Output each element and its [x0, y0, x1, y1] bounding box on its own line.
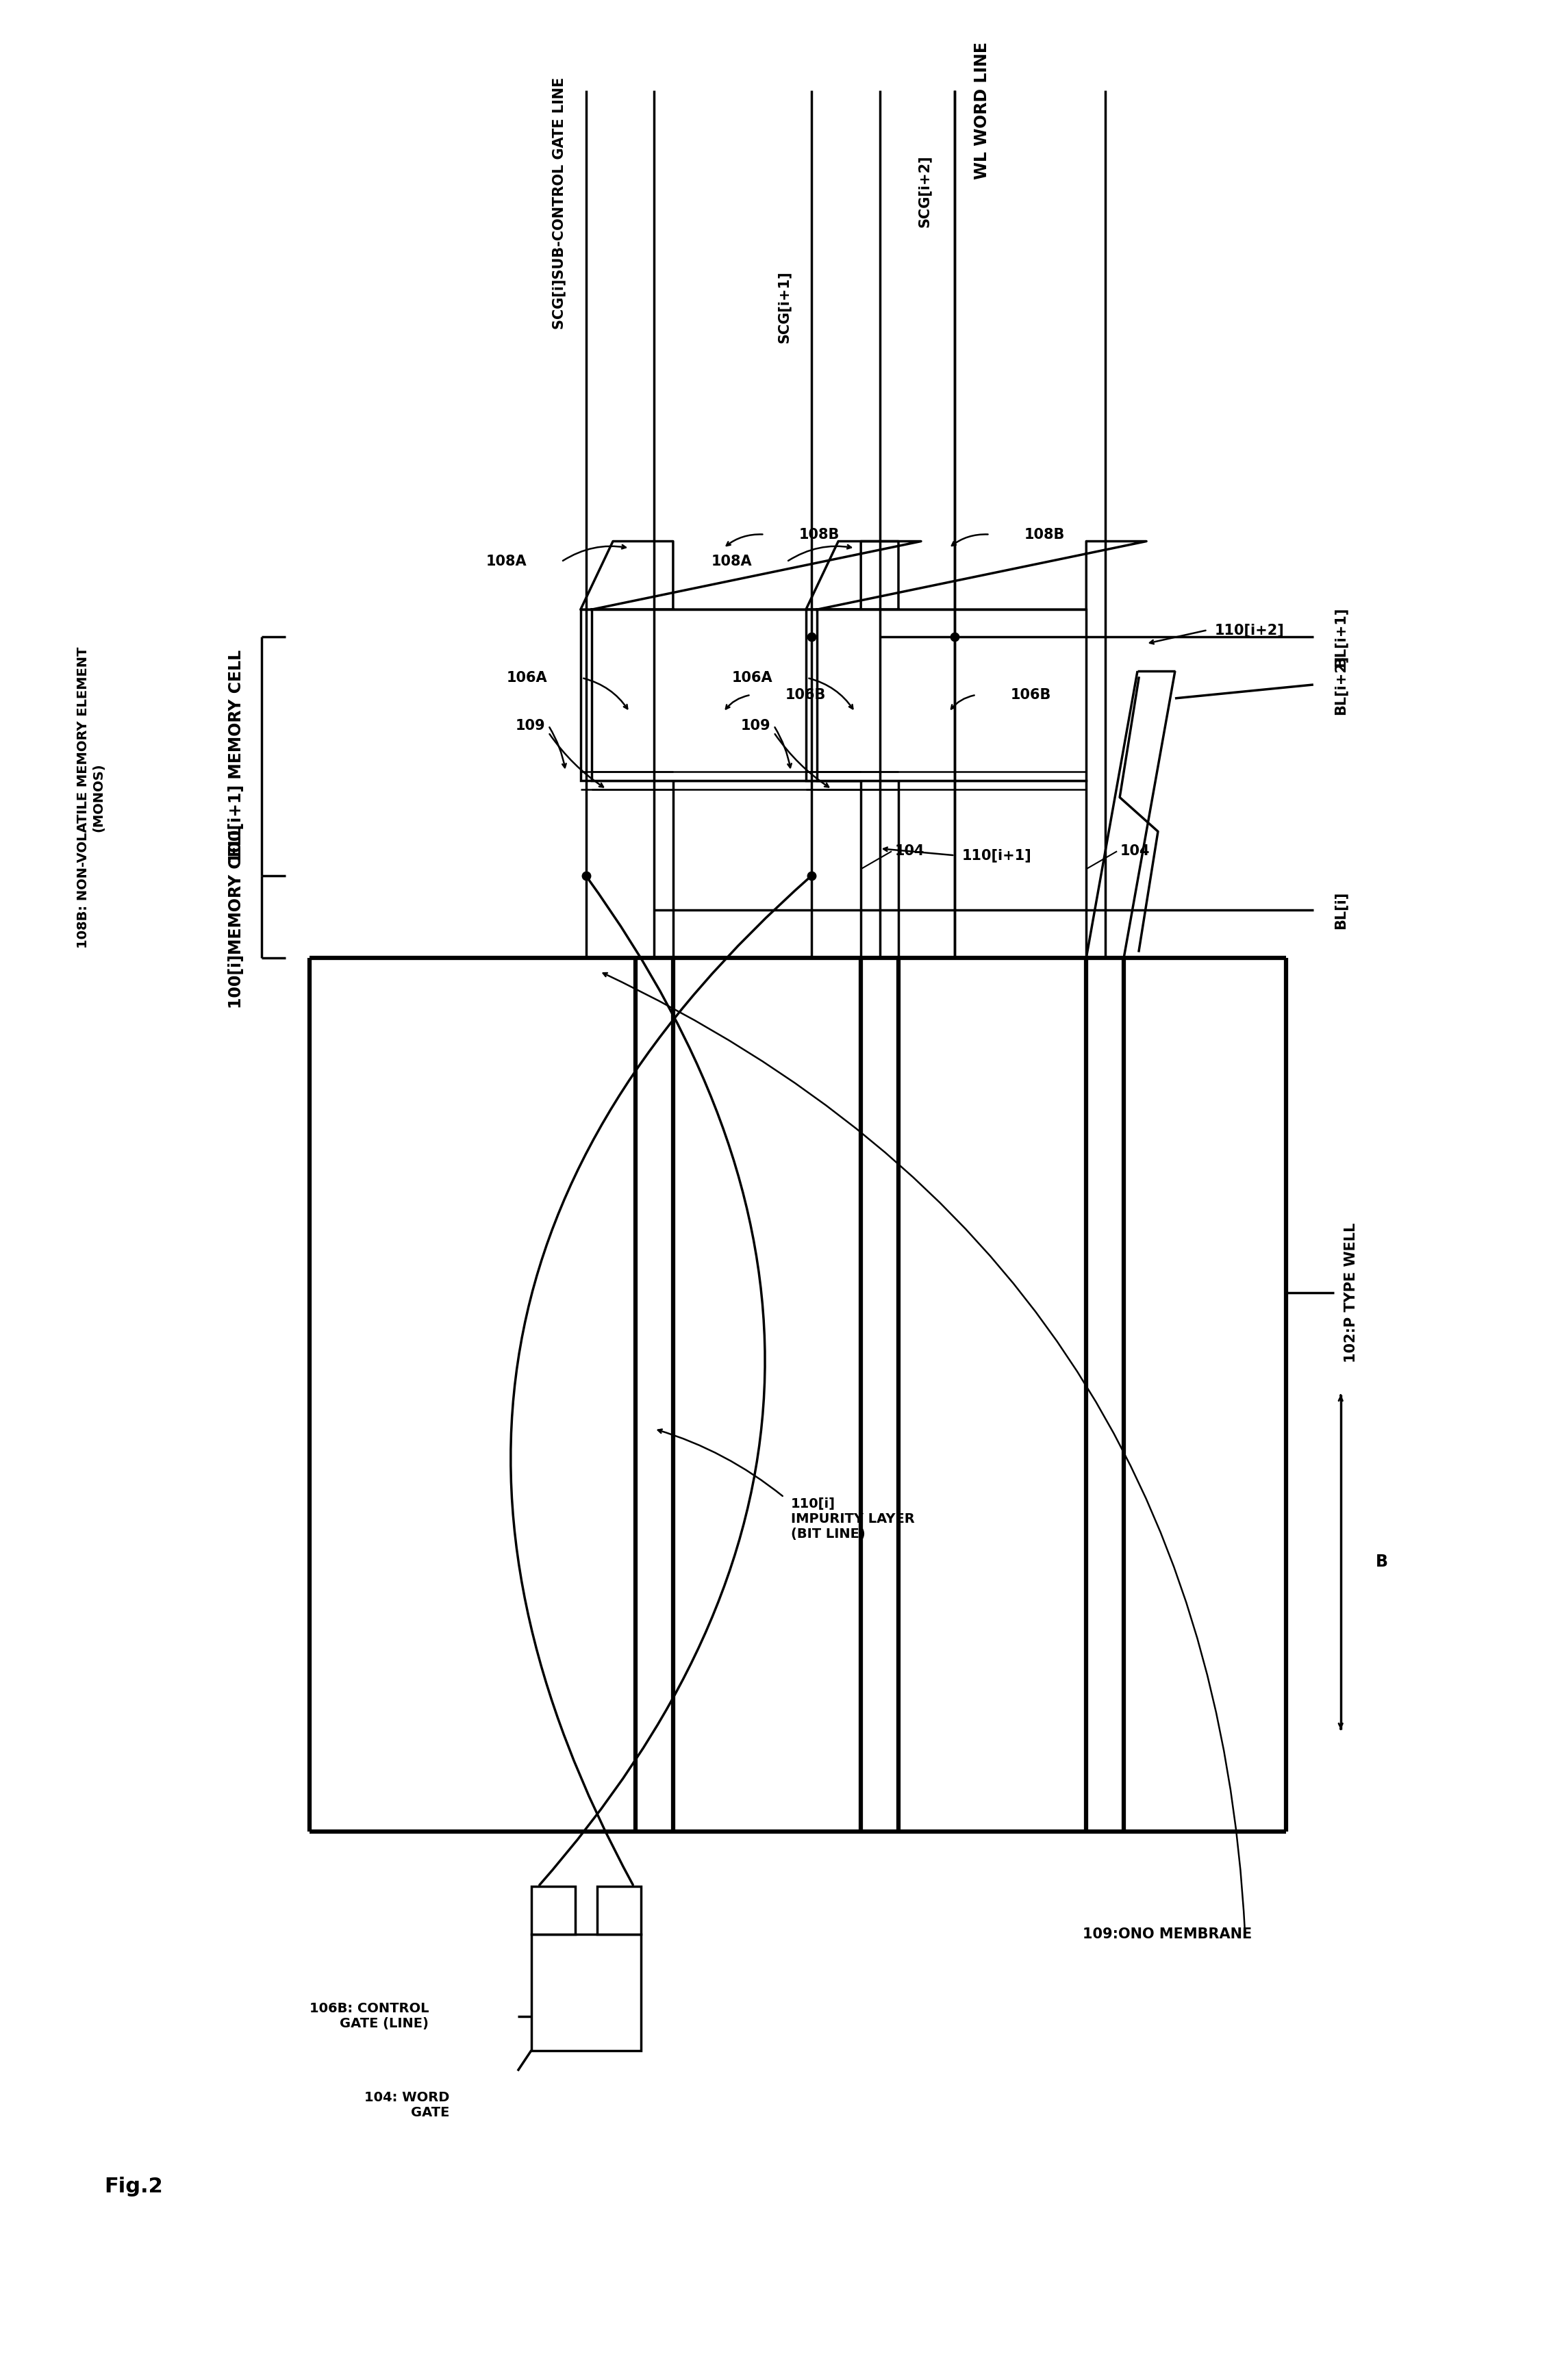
Text: 102:P TYPE WELL: 102:P TYPE WELL: [1345, 1223, 1358, 1361]
Text: B: B: [1376, 1554, 1388, 1571]
Bar: [531, 1887, 575, 1935]
Text: 110[i+2]: 110[i+2]: [1214, 624, 1284, 638]
Text: 108B: NON-VOLATILE MEMORY ELEMENT
(MONOS): 108B: NON-VOLATILE MEMORY ELEMENT (MONOS…: [77, 647, 105, 947]
Text: 106A: 106A: [507, 671, 547, 685]
Text: 100[i]MEMORY CELL: 100[i]MEMORY CELL: [228, 826, 245, 1009]
Bar: [531, 1935, 641, 2049]
Text: SCG[i+1]: SCG[i+1]: [778, 271, 792, 343]
Text: 109: 109: [740, 719, 770, 733]
Text: BL[i]: BL[i]: [1334, 890, 1348, 928]
Text: 109: 109: [516, 719, 545, 733]
Text: 110[i+1]: 110[i+1]: [962, 850, 1032, 862]
Text: SCG[i]SUB-CONTROL GATE LINE: SCG[i]SUB-CONTROL GATE LINE: [551, 79, 565, 328]
Text: 110[i]
IMPURITY LAYER
(BIT LINE): 110[i] IMPURITY LAYER (BIT LINE): [792, 1497, 914, 1540]
Text: 108B: 108B: [799, 528, 840, 540]
Text: 108A: 108A: [711, 555, 753, 569]
Text: 108A: 108A: [486, 555, 527, 569]
Text: BL[i+1]: BL[i+1]: [1334, 607, 1348, 666]
Text: Fig.2: Fig.2: [104, 2178, 163, 2197]
Text: 100[i+1] MEMORY CELL: 100[i+1] MEMORY CELL: [228, 650, 245, 864]
Text: 106B: 106B: [1010, 688, 1052, 702]
Text: SCG[i+2]: SCG[i+2]: [917, 155, 931, 226]
Text: 106B: 106B: [785, 688, 826, 702]
Text: 109:ONO MEMBRANE: 109:ONO MEMBRANE: [1083, 1928, 1252, 1942]
Text: 104: 104: [895, 845, 925, 859]
Bar: [592, 609, 861, 781]
Text: 106A: 106A: [733, 671, 773, 685]
Bar: [596, 1887, 641, 1935]
Text: BL[i+2]: BL[i+2]: [1334, 655, 1348, 714]
Bar: [674, 781, 861, 957]
Bar: [816, 609, 1086, 781]
Text: 104: 104: [1120, 845, 1151, 859]
Text: 108B: 108B: [1024, 528, 1064, 540]
Bar: [581, 609, 674, 781]
Text: WL WORD LINE: WL WORD LINE: [974, 43, 990, 178]
Text: 104: WORD
GATE: 104: WORD GATE: [364, 2092, 449, 2118]
Bar: [805, 609, 898, 781]
Bar: [898, 781, 1086, 957]
Text: 106B: CONTROL
GATE (LINE): 106B: CONTROL GATE (LINE): [310, 2002, 429, 2030]
